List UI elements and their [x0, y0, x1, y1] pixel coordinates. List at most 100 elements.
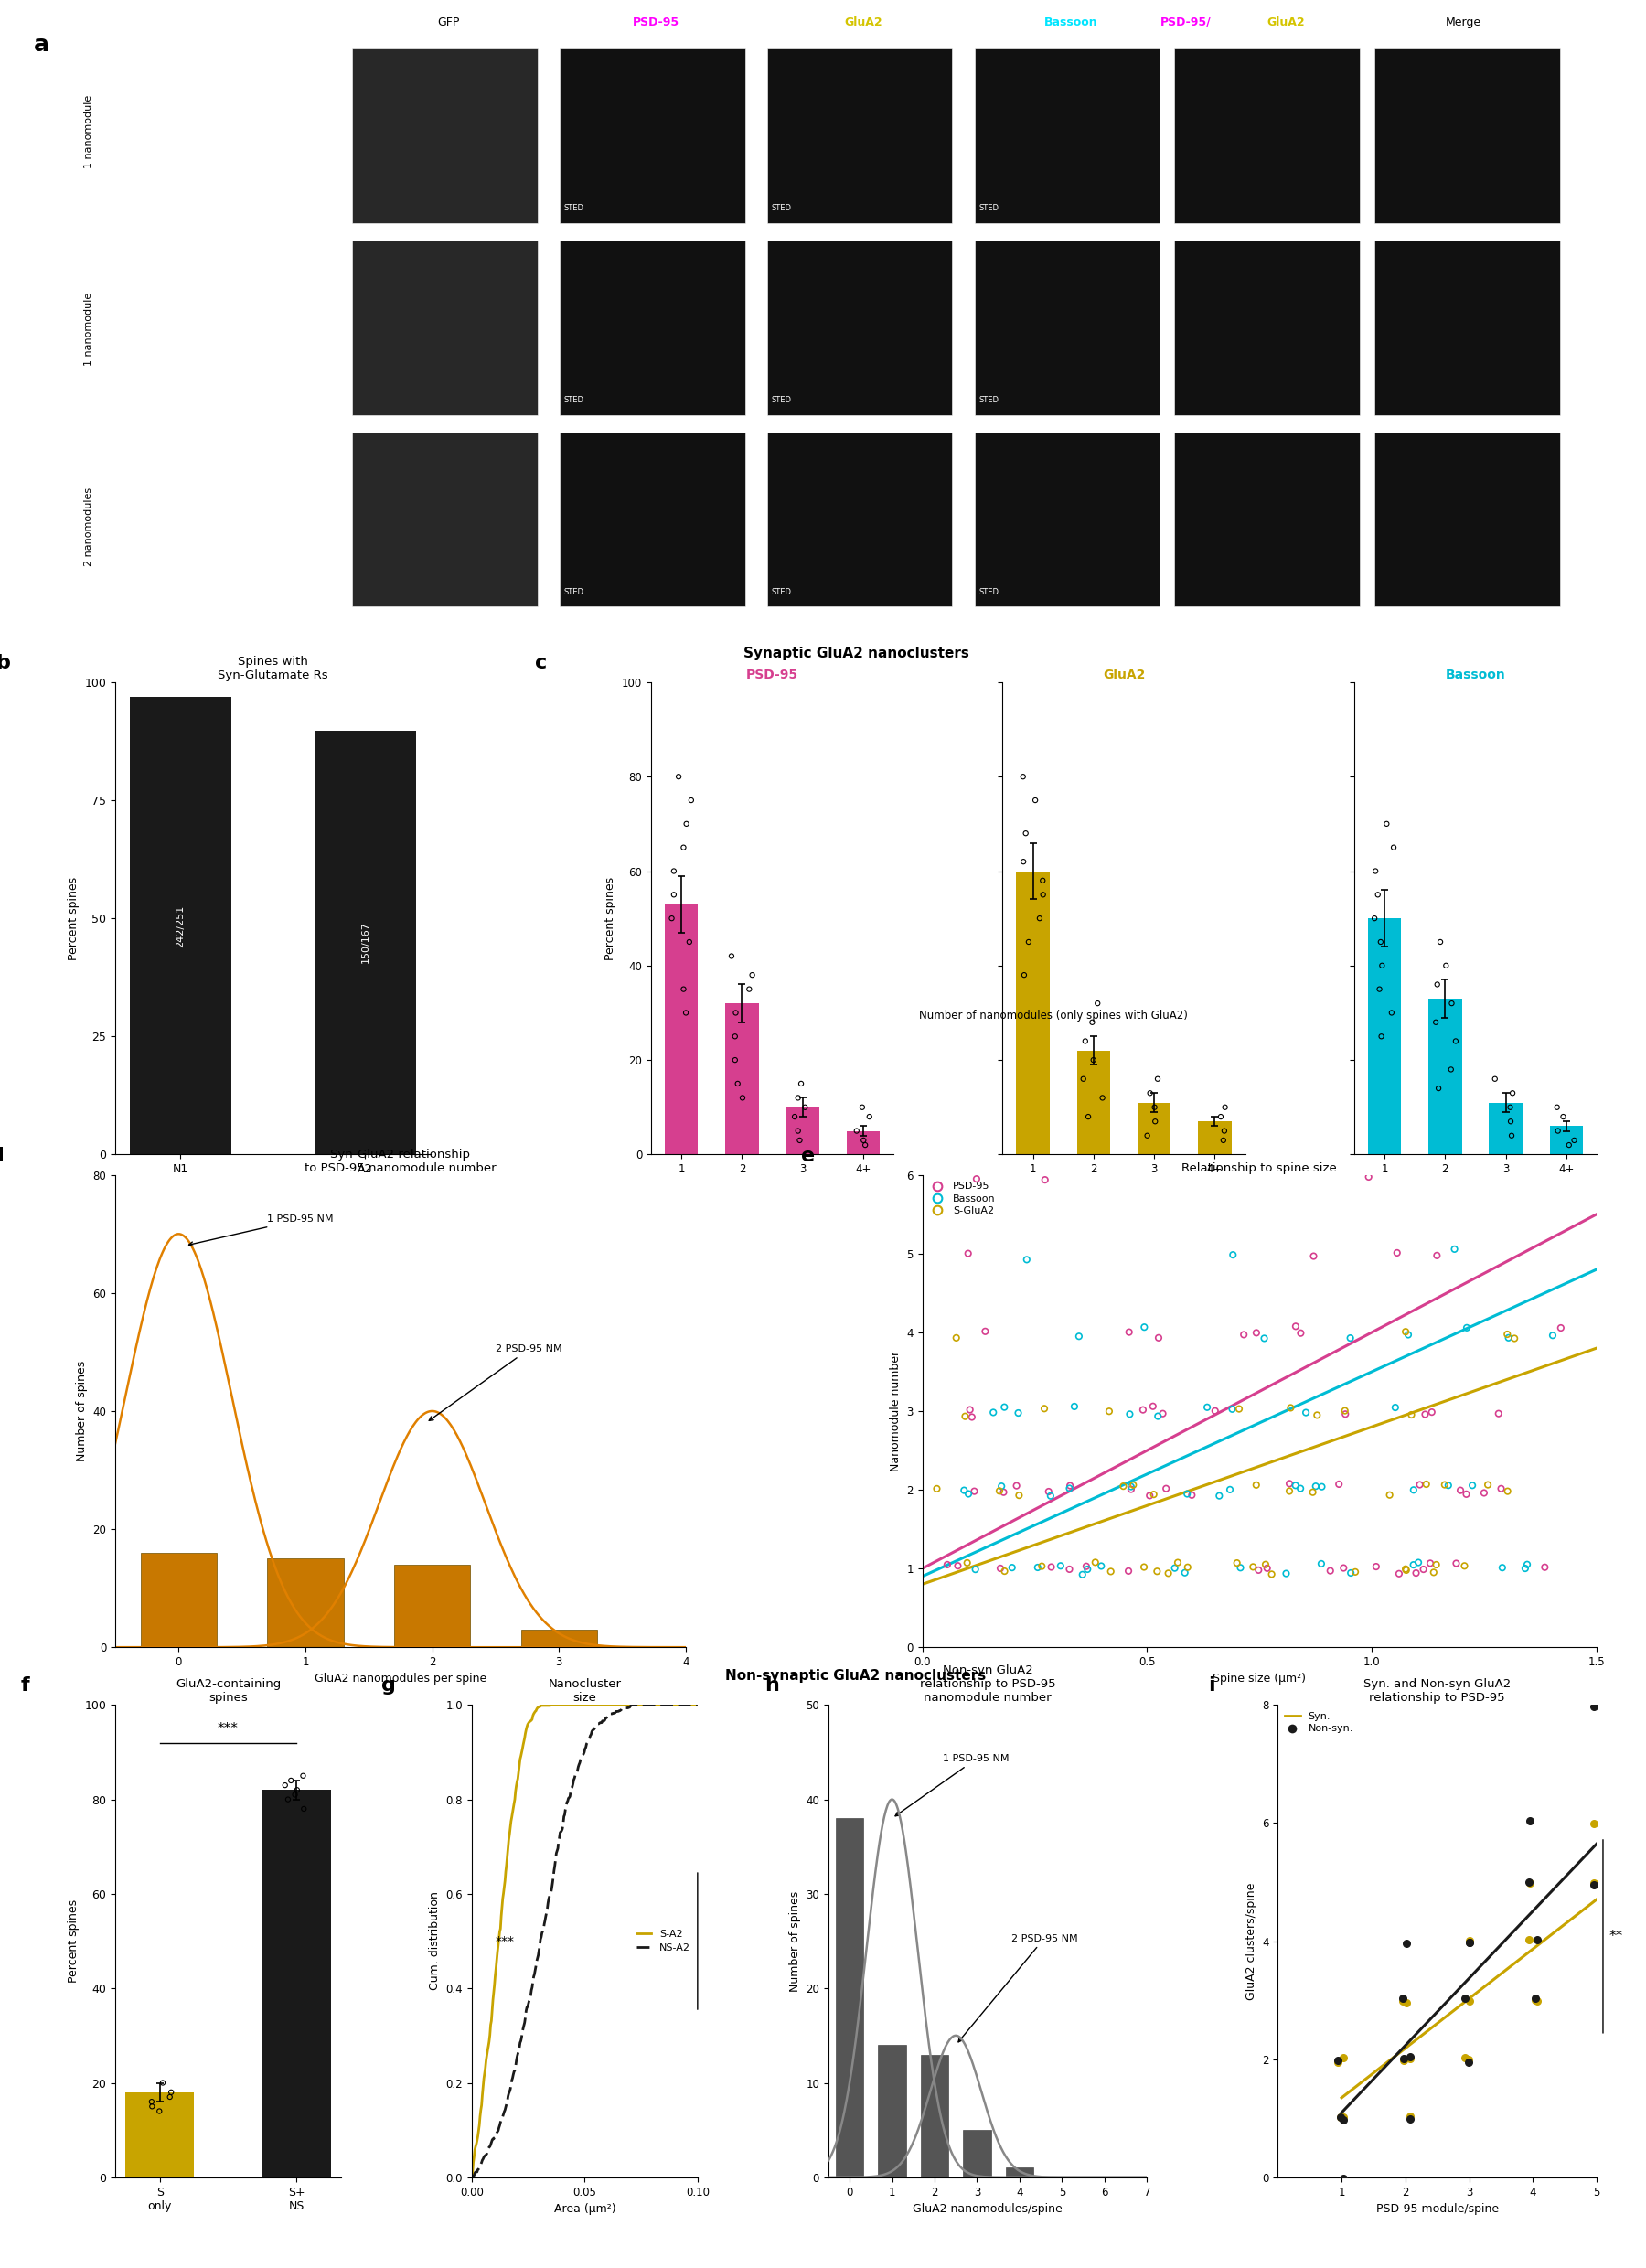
Bar	[1549, 1127, 1583, 1154]
Point	[961, 1474, 988, 1510]
Point	[1027, 900, 1053, 937]
Bar	[1076, 1050, 1109, 1154]
Point	[1327, 2098, 1353, 2134]
Point	[677, 923, 703, 959]
Point	[843, 1114, 869, 1150]
Point	[1226, 1390, 1253, 1427]
Point	[1393, 1926, 1419, 1962]
Point	[1118, 1472, 1144, 1508]
Text: e: e	[802, 1148, 815, 1166]
Point	[1368, 923, 1394, 959]
Point	[1365, 875, 1391, 912]
Point	[658, 900, 685, 937]
Point	[1057, 1470, 1083, 1506]
Point	[1037, 1479, 1063, 1515]
Point	[660, 875, 686, 912]
Point	[1524, 1921, 1551, 1957]
Point	[1136, 1476, 1162, 1513]
Point	[1393, 1551, 1419, 1588]
Point	[1514, 1547, 1541, 1583]
Point	[1304, 1397, 1330, 1433]
FancyBboxPatch shape	[1175, 50, 1360, 222]
Point	[1369, 948, 1396, 984]
Point	[1396, 1318, 1422, 1354]
Point	[1455, 2041, 1481, 2077]
Point	[1179, 1476, 1205, 1513]
Point	[1475, 1467, 1501, 1504]
Point	[1397, 2041, 1424, 2077]
Text: f: f	[20, 1676, 30, 1694]
Point	[963, 1551, 989, 1588]
Point	[1022, 782, 1049, 819]
Point	[1096, 1393, 1123, 1429]
Text: c: c	[535, 653, 546, 671]
Point	[1216, 1472, 1243, 1508]
Point	[1309, 1470, 1335, 1506]
FancyBboxPatch shape	[560, 240, 744, 415]
X-axis label: PSD-95 module/spine: PSD-95 module/spine	[1376, 2202, 1498, 2216]
Point	[1406, 1545, 1432, 1581]
Point	[1453, 1476, 1480, 1513]
Point	[943, 1320, 969, 1356]
Bar	[963, 2130, 991, 2177]
Point	[1175, 1549, 1202, 1585]
Point	[979, 1395, 1006, 1431]
Bar	[1429, 998, 1462, 1154]
Point	[1341, 1554, 1368, 1590]
Point	[1424, 1238, 1450, 1275]
Text: d: d	[0, 1148, 5, 1166]
Point	[156, 2080, 183, 2116]
Line: S-A2: S-A2	[472, 1706, 698, 2177]
Point	[1498, 1118, 1524, 1154]
Title: Bassoon: Bassoon	[1445, 669, 1506, 680]
Text: PSD-95: PSD-95	[632, 16, 680, 27]
Point	[736, 971, 762, 1007]
Text: 2 nanomodules: 2 nanomodules	[84, 488, 94, 567]
Title: Relationship to spine size: Relationship to spine size	[1182, 1161, 1337, 1175]
Point	[1032, 1161, 1058, 1198]
Text: STED: STED	[565, 204, 584, 213]
Point	[1524, 1982, 1551, 2019]
Legend: S-A2, NS-A2: S-A2, NS-A2	[634, 1928, 693, 1955]
Text: 1 PSD-95 NM: 1 PSD-95 NM	[895, 1755, 1009, 1817]
NS-A2	[596, 1703, 616, 1730]
Bar	[1016, 871, 1050, 1154]
Point	[1588, 1923, 1615, 1960]
Point	[1243, 1467, 1269, 1504]
Point	[1239, 1549, 1266, 1585]
Y-axis label: Percent spines: Percent spines	[67, 1898, 79, 1982]
Point	[138, 2089, 165, 2125]
Point	[1452, 1547, 1478, 1583]
Point	[1444, 1545, 1470, 1581]
Bar	[267, 1558, 344, 1647]
Point	[275, 1780, 301, 1817]
Point	[1391, 2041, 1417, 2077]
S-A2	[596, 1692, 616, 1719]
FancyBboxPatch shape	[974, 433, 1159, 608]
Text: Merge: Merge	[1445, 16, 1481, 27]
Point	[963, 1161, 989, 1198]
Point	[1174, 1476, 1200, 1513]
Point	[1029, 862, 1055, 898]
Point	[1516, 1921, 1542, 1957]
Point	[1381, 830, 1407, 866]
NS-A2	[463, 2164, 482, 2191]
Bar	[846, 1132, 881, 1154]
Bar	[520, 1628, 597, 1647]
Point	[1062, 1388, 1088, 1424]
Point	[1011, 758, 1037, 794]
Bar	[665, 905, 698, 1154]
Point	[955, 1545, 981, 1581]
Point	[1116, 1397, 1142, 1433]
Point	[986, 1472, 1012, 1508]
Text: 1 nanomodule: 1 nanomodule	[84, 293, 94, 365]
S-A2	[688, 1692, 708, 1719]
Point	[1516, 1864, 1542, 1901]
Point	[1376, 1476, 1402, 1513]
Point	[1414, 1465, 1440, 1501]
Point	[1137, 1075, 1164, 1111]
NS-A2	[688, 1692, 708, 1719]
Point	[1424, 966, 1450, 1002]
Point	[1523, 1982, 1549, 2019]
Point	[729, 1080, 756, 1116]
